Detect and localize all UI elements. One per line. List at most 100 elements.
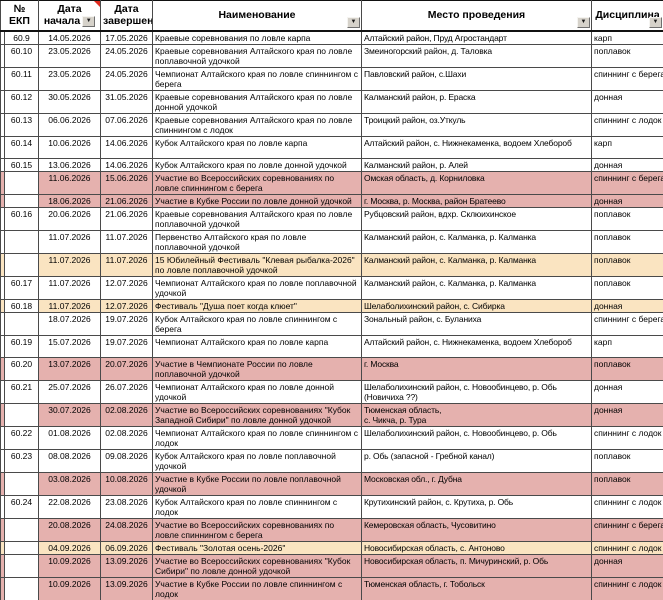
cell-num[interactable]: [4, 471, 39, 496]
cell-discipline[interactable]: донная: [591, 157, 663, 172]
cell-name[interactable]: Участие в Чемпионате России по ловле поп…: [152, 356, 362, 381]
cell-place[interactable]: Павловский район, с.Шахи: [361, 66, 592, 91]
cell-date-start[interactable]: 23.05.2026: [38, 43, 101, 68]
cell-num[interactable]: [4, 540, 39, 555]
cell-date-start[interactable]: 13.06.2026: [38, 157, 101, 172]
cell-num[interactable]: 60.12: [4, 89, 39, 114]
cell-date-end[interactable]: 23.08.2026: [100, 494, 153, 519]
cell-discipline[interactable]: поплавок: [591, 229, 663, 254]
cell-discipline[interactable]: поплавок: [591, 448, 663, 473]
cell-date-end[interactable]: 06.09.2026: [100, 540, 153, 555]
cell-date-start[interactable]: 06.06.2026: [38, 112, 101, 137]
filter-dropdown-icon[interactable]: ▼: [577, 16, 590, 28]
cell-num[interactable]: 60.24: [4, 494, 39, 519]
cell-name[interactable]: Чемпионат Алтайского края по ловле спинн…: [152, 66, 362, 91]
cell-discipline[interactable]: донная: [591, 89, 663, 114]
cell-place[interactable]: Рубцовский район, вдхр. Склюихинское: [361, 206, 592, 231]
cell-num[interactable]: 60.17: [4, 275, 39, 300]
cell-date-start[interactable]: 20.06.2026: [38, 206, 101, 231]
header-name[interactable]: Наименование ▼: [152, 0, 362, 32]
cell-date-start[interactable]: 23.05.2026: [38, 66, 101, 91]
cell-num[interactable]: 60.21: [4, 379, 39, 404]
cell-name[interactable]: Участие во Всероссийских соревнованиях "…: [152, 402, 362, 427]
cell-place[interactable]: г. Москва: [361, 356, 592, 381]
cell-date-start[interactable]: 03.08.2026: [38, 471, 101, 496]
cell-date-start[interactable]: 30.07.2026: [38, 402, 101, 427]
cell-date-start[interactable]: 10.09.2026: [38, 576, 101, 600]
cell-name[interactable]: Краевые соревнования Алтайского края по …: [152, 206, 362, 231]
cell-date-end[interactable]: 11.07.2026: [100, 229, 153, 254]
cell-num[interactable]: 60.23: [4, 448, 39, 473]
cell-discipline[interactable]: спиннинг с берега: [591, 66, 663, 91]
cell-discipline[interactable]: донная: [591, 298, 663, 313]
cell-date-start[interactable]: 04.09.2026: [38, 540, 101, 555]
cell-num[interactable]: [4, 553, 39, 578]
cell-date-start[interactable]: 13.07.2026: [38, 356, 101, 381]
cell-num[interactable]: 60.11: [4, 66, 39, 91]
cell-place[interactable]: Шелаболихинский район, с. Новообинцево, …: [361, 425, 592, 450]
header-num[interactable]: № ЕКП: [0, 0, 39, 32]
cell-place[interactable]: Алтайский район, Пруд Агростандарт: [361, 30, 592, 45]
cell-discipline[interactable]: спиннинг с берега: [591, 170, 663, 195]
cell-place[interactable]: Алтайский район, с. Нижнекаменка, водоем…: [361, 135, 592, 159]
cell-discipline[interactable]: карп: [591, 135, 663, 159]
cell-date-start[interactable]: 15.07.2026: [38, 334, 101, 358]
cell-date-start[interactable]: 25.07.2026: [38, 379, 101, 404]
filter-dropdown-icon[interactable]: ▼: [82, 15, 96, 27]
cell-discipline[interactable]: донная: [591, 553, 663, 578]
cell-place[interactable]: Шелаболихинский район, с. Новообинцево, …: [361, 379, 592, 404]
cell-num[interactable]: 60.14: [4, 135, 39, 159]
cell-place[interactable]: Кемеровская область, Чусовитино: [361, 517, 592, 542]
cell-date-end[interactable]: 11.07.2026: [100, 252, 153, 277]
cell-place[interactable]: Калманский район, с. Калманка, р. Калман…: [361, 229, 592, 254]
cell-discipline[interactable]: спиннинг с берега: [591, 517, 663, 542]
cell-place[interactable]: Новосибирская область, с. Антоново: [361, 540, 592, 555]
cell-place[interactable]: Тюменская область, г. Тобольск: [361, 576, 592, 600]
cell-place[interactable]: Зональный район, с. Буланиха: [361, 311, 592, 336]
cell-date-end[interactable]: 26.07.2026: [100, 379, 153, 404]
cell-place[interactable]: Калманский район, р. Ераска: [361, 89, 592, 114]
cell-place[interactable]: Калманский район, с. Калманка, р. Калман…: [361, 275, 592, 300]
cell-date-start[interactable]: 11.07.2026: [38, 252, 101, 277]
cell-date-end[interactable]: 15.06.2026: [100, 170, 153, 195]
cell-date-end[interactable]: 12.07.2026: [100, 298, 153, 313]
cell-date-end[interactable]: 31.05.2026: [100, 89, 153, 114]
cell-place[interactable]: Калманский район, р. Алей: [361, 157, 592, 172]
cell-discipline[interactable]: спиннинг с лодок: [591, 112, 663, 137]
cell-place[interactable]: Алтайский район, с. Нижнекаменка, водоем…: [361, 334, 592, 358]
cell-num[interactable]: 60.19: [4, 334, 39, 358]
cell-name[interactable]: Чемпионат Алтайского края по ловле донно…: [152, 379, 362, 404]
cell-name[interactable]: Участие во Всероссийских соревнованиях п…: [152, 170, 362, 195]
cell-name[interactable]: Кубок Алтайского края по ловле карпа: [152, 135, 362, 159]
cell-date-start[interactable]: 20.08.2026: [38, 517, 101, 542]
cell-date-end[interactable]: 10.08.2026: [100, 471, 153, 496]
cell-date-start[interactable]: 01.08.2026: [38, 425, 101, 450]
cell-date-end[interactable]: 07.06.2026: [100, 112, 153, 137]
cell-date-end[interactable]: 19.07.2026: [100, 334, 153, 358]
cell-num[interactable]: 60.9: [4, 30, 39, 45]
cell-num[interactable]: 60.15: [4, 157, 39, 172]
cell-num[interactable]: [4, 193, 39, 208]
cell-date-end[interactable]: 12.07.2026: [100, 275, 153, 300]
cell-num[interactable]: [4, 311, 39, 336]
cell-date-start[interactable]: 30.05.2026: [38, 89, 101, 114]
cell-name[interactable]: Кубок Алтайского края по ловле донной уд…: [152, 157, 362, 172]
cell-date-start[interactable]: 22.08.2026: [38, 494, 101, 519]
cell-num[interactable]: 60.22: [4, 425, 39, 450]
cell-date-end[interactable]: 14.06.2026: [100, 135, 153, 159]
cell-date-end[interactable]: 21.06.2026: [100, 193, 153, 208]
header-date-start[interactable]: Дата начала ▼: [38, 0, 101, 32]
header-discipline[interactable]: Дисциплина ▼: [591, 0, 663, 32]
cell-name[interactable]: Краевые соревнования Алтайского края по …: [152, 112, 362, 137]
cell-num[interactable]: [4, 252, 39, 277]
cell-num[interactable]: 60.20: [4, 356, 39, 381]
cell-place[interactable]: Омская область, д. Корниловка: [361, 170, 592, 195]
cell-name[interactable]: Чемпионат Алтайского края по ловле спинн…: [152, 425, 362, 450]
filter-dropdown-icon[interactable]: ▼: [649, 16, 662, 28]
cell-name[interactable]: Кубок Алтайского края по ловле спиннинго…: [152, 494, 362, 519]
cell-num[interactable]: [4, 576, 39, 600]
cell-date-end[interactable]: 24.08.2026: [100, 517, 153, 542]
cell-place[interactable]: Шелаболихинский район, с. Сибирка: [361, 298, 592, 313]
filter-dropdown-icon[interactable]: ▼: [347, 16, 360, 28]
cell-num[interactable]: [4, 402, 39, 427]
